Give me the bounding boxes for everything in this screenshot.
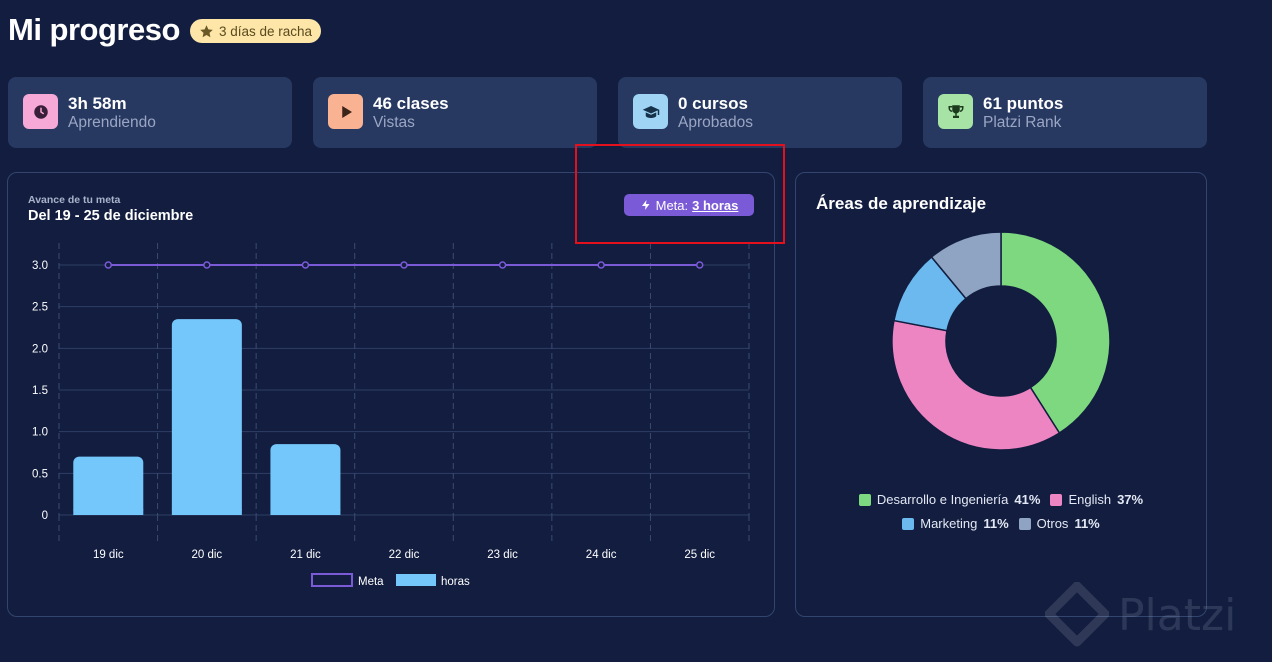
y-tick-label: 2.5: [32, 302, 48, 314]
x-tick-label: 23 dic: [487, 549, 518, 561]
bar-base: [171, 509, 242, 515]
legend-label: Marketing: [920, 516, 978, 531]
star-icon: [200, 24, 213, 37]
legend-swatch-horas: [396, 574, 436, 586]
stat-card-courses: 0 cursos Aprobados: [618, 77, 902, 148]
page-title: Mi progreso: [8, 12, 180, 47]
stat-label: Vistas: [373, 114, 415, 131]
watermark-text: Platzi: [1118, 590, 1237, 641]
y-tick-label: 3.0: [32, 260, 48, 272]
goal-point: [301, 261, 310, 269]
goal-point: [203, 261, 211, 269]
x-tick-label: 25 dic: [684, 549, 715, 561]
goal-point: [104, 261, 113, 269]
bar-19-dic: [73, 456, 144, 515]
y-tick-label: 1.0: [32, 427, 48, 439]
areas-donut-chart: [891, 231, 1111, 451]
goal-label: Meta:: [655, 197, 689, 213]
stat-label: Platzi Rank: [983, 114, 1062, 131]
goal-point: [695, 261, 704, 269]
stat-card-rank: 61 puntos Platzi Rank: [923, 77, 1207, 148]
legend-pct: 41%: [1014, 492, 1041, 507]
stat-label: Aprendiendo: [68, 114, 156, 131]
donut-slice-desarrollo: [1000, 231, 1111, 435]
legend-label: Desarrollo e Ingeniería: [876, 492, 1009, 507]
graduation-cap-icon: [633, 94, 668, 129]
donut-slice-otros: [930, 231, 1002, 300]
areas-legend-row-1: Desarrollo e Ingeniería 41% English 37%: [796, 492, 1206, 507]
y-tick-label: 1.5: [32, 385, 48, 397]
chart-subtitle: Avance de tu meta: [28, 194, 121, 206]
platzi-logo-icon: [1045, 582, 1109, 647]
goal-point: [597, 261, 605, 269]
highlight-box: [575, 144, 785, 244]
stat-value: 46 clases: [373, 94, 449, 113]
legend-item-english[interactable]: English 37%: [1050, 492, 1143, 507]
legend-label-horas: horas: [441, 576, 470, 588]
stat-card-classes: 46 clases Vistas: [313, 77, 597, 148]
learning-areas-panel: Áreas de aprendizaje Desarrollo e Ingeni…: [795, 172, 1207, 617]
y-tick-label: 2.0: [32, 343, 48, 355]
areas-title: Áreas de aprendizaje: [816, 194, 987, 213]
clock-icon: [23, 94, 58, 129]
legend-item-marketing[interactable]: Marketing 11%: [902, 516, 1009, 531]
stat-label: Aprobados: [678, 114, 753, 131]
streak-text: 3 días de racha: [219, 23, 313, 39]
legend-item-otros[interactable]: Otros 11%: [1018, 516, 1100, 531]
legend-label: English: [1068, 492, 1112, 507]
lightning-icon: [641, 200, 650, 210]
bar-base: [73, 509, 144, 515]
play-icon: [328, 94, 363, 129]
stat-card-time: 3h 58m Aprendiendo: [8, 77, 292, 148]
goal-badge[interactable]: Meta: 3 horas: [624, 194, 754, 216]
stat-value: 61 puntos: [983, 94, 1064, 113]
trophy-icon: [938, 94, 973, 129]
legend-swatch: [902, 517, 915, 530]
legend-pct: 11%: [1074, 516, 1100, 531]
legend-pct: 37%: [1117, 492, 1144, 507]
legend-swatch: [1050, 493, 1063, 506]
legend-swatch-meta: [311, 573, 353, 587]
legend-label-meta: Meta: [358, 576, 384, 588]
stat-value: 0 cursos: [678, 94, 748, 113]
legend-pct: 11%: [983, 516, 1009, 531]
goal-point: [498, 261, 507, 269]
legend-swatch: [858, 493, 871, 506]
x-tick-label: 21 dic: [290, 549, 321, 561]
goal-point: [400, 261, 408, 269]
stat-value: 3h 58m: [68, 94, 127, 113]
areas-legend-row-2: Marketing 11% Otros 11%: [796, 516, 1206, 531]
x-tick-label: 24 dic: [586, 549, 617, 561]
bar-base: [270, 509, 341, 515]
bar-21-dic: [270, 444, 341, 515]
donut-slice-english: [891, 319, 1061, 451]
legend-item-desarrollo[interactable]: Desarrollo e Ingeniería 41%: [858, 492, 1041, 507]
goal-value[interactable]: 3 horas: [692, 197, 739, 213]
x-tick-label: 22 dic: [389, 549, 420, 561]
y-tick-label: 0.5: [32, 468, 48, 480]
y-tick-label: 0: [42, 510, 48, 522]
x-tick-label: 19 dic: [93, 549, 124, 561]
streak-badge: 3 días de racha: [190, 19, 322, 43]
bar-20-dic: [171, 319, 242, 515]
x-tick-label: 20 dic: [192, 549, 223, 561]
chart-date-range: Del 19 - 25 de diciembre: [28, 208, 194, 224]
legend-label: Otros: [1036, 516, 1069, 531]
legend-swatch: [1018, 517, 1031, 530]
